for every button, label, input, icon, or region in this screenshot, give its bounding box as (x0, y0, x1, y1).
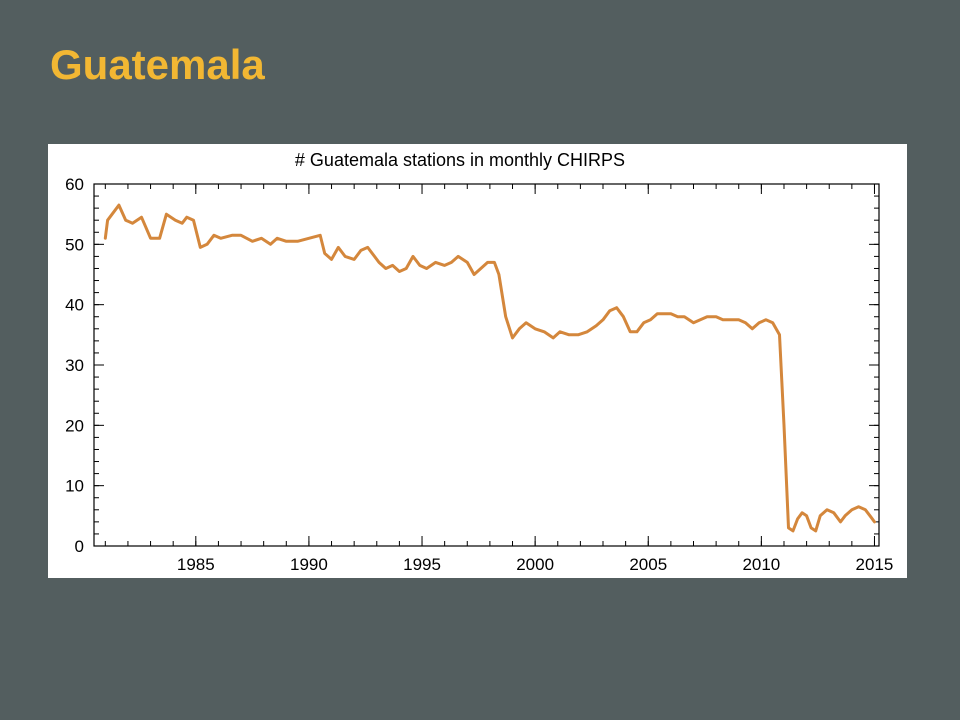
x-tick-label: 2005 (629, 555, 667, 574)
x-tick-label: 2010 (742, 555, 780, 574)
x-tick-labels: 1985 1990 1995 2000 2005 2010 2015 (177, 555, 894, 574)
y-tick-label: 40 (65, 296, 84, 315)
slide-title: Guatemala (50, 41, 265, 88)
line-chart: # Guatemala stations in monthly CHIRPS 0… (65, 150, 894, 574)
chart-title: # Guatemala stations in monthly CHIRPS (295, 150, 625, 170)
series-line (103, 203, 876, 533)
x-tick-label: 1990 (290, 555, 328, 574)
y-tick-label: 0 (75, 537, 84, 556)
chart-panel: # Guatemala stations in monthly CHIRPS 0… (48, 144, 907, 578)
x-tick-label: 2015 (856, 555, 894, 574)
y-tick-label: 60 (65, 175, 84, 194)
x-tick-label: 2000 (516, 555, 554, 574)
y-tick-label: 20 (65, 416, 84, 435)
series-layer (103, 203, 876, 533)
y-tick-label: 10 (65, 477, 84, 496)
y-tick-label: 50 (65, 235, 84, 254)
y-tick-label: 30 (65, 356, 84, 375)
x-tick-label: 1995 (403, 555, 441, 574)
major-ticks (94, 183, 879, 547)
x-tick-label: 1985 (177, 555, 215, 574)
y-tick-labels: 0 10 20 30 40 50 60 (65, 175, 84, 556)
